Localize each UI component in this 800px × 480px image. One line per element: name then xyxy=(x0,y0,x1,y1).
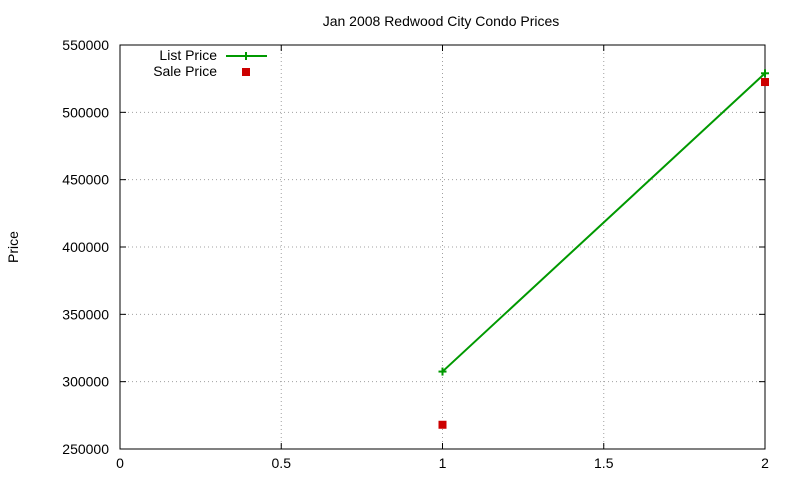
grid-lines xyxy=(120,45,765,449)
list-price-line xyxy=(441,72,766,373)
legend-marker-sale-price xyxy=(242,68,250,76)
data-series xyxy=(438,69,769,429)
sale-price-point xyxy=(761,78,769,87)
chart-title: Jan 2008 Redwood City Condo Prices xyxy=(323,13,560,29)
legend-marker-list-price xyxy=(242,52,250,60)
x-tick-label: 1.5 xyxy=(594,455,614,471)
y-tick-label: 250000 xyxy=(62,441,109,457)
x-tick-label: 0.5 xyxy=(272,455,292,471)
legend: List Price Sale Price xyxy=(153,47,267,79)
y-tick-label: 400000 xyxy=(62,239,109,255)
y-tick-label: 500000 xyxy=(62,104,109,120)
axis-ticks: 0 0.5 1 1.5 2 250000 300000 350000 400000 450000 5… xyxy=(62,37,769,471)
legend-square-marker xyxy=(242,68,250,76)
y-tick-label: 450000 xyxy=(62,172,109,188)
sale-price-point xyxy=(438,420,447,429)
legend-label-sale-price: Sale Price xyxy=(153,63,217,79)
y-tick-label: 550000 xyxy=(62,37,109,53)
legend-label-list-price: List Price xyxy=(159,47,217,63)
series-sale-price xyxy=(438,78,769,429)
series-list-price xyxy=(438,69,769,376)
x-tick-label: 2 xyxy=(761,455,769,471)
y-tick-label: 350000 xyxy=(62,306,109,322)
y-tick-label: 300000 xyxy=(62,374,109,390)
x-tick-label: 1 xyxy=(439,455,447,471)
x-tick-label: 0 xyxy=(116,455,124,471)
y-axis-label: Price xyxy=(5,231,21,263)
